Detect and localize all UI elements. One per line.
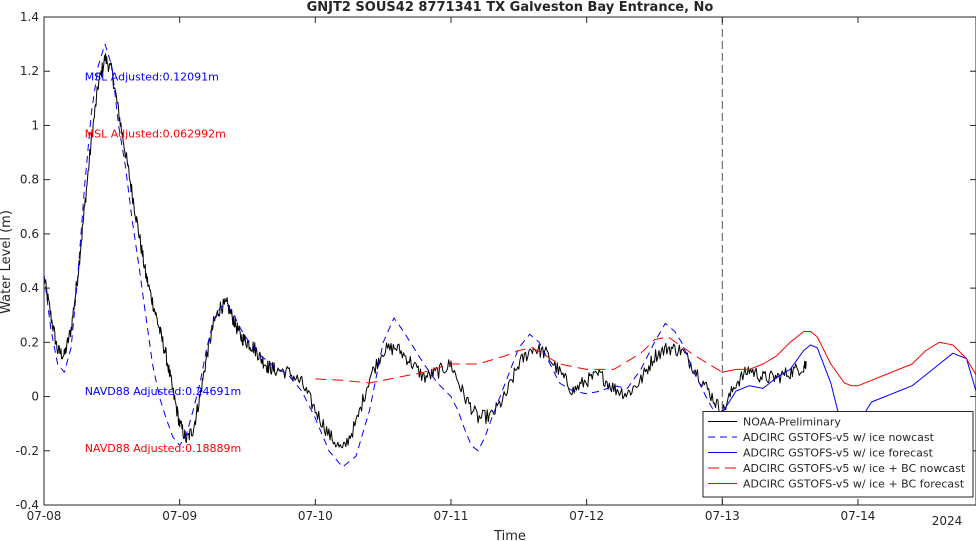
chart-title: GNJT2 SOUS42 8771341 TX Galveston Bay En… bbox=[307, 0, 714, 15]
y-tick-label: 0.8 bbox=[20, 173, 39, 187]
legend-label: ADCIRC GSTOFS-v5 w/ ice forecast bbox=[743, 447, 934, 460]
x-tick-label: 07-08 bbox=[27, 509, 62, 523]
y-tick-label: 0.6 bbox=[20, 227, 39, 241]
legend-label: NOAA-Preliminary bbox=[743, 416, 841, 429]
annotation-label: NAVD88 Adjusted:0.24691m bbox=[85, 385, 242, 398]
plot-frame bbox=[43, 16, 976, 506]
x-axis-label: Time bbox=[493, 529, 526, 541]
x-tick-label: 07-10 bbox=[298, 509, 333, 523]
y-tick-label: -0.2 bbox=[16, 444, 39, 458]
x-tick-label: 07-14 bbox=[841, 509, 876, 523]
series-line-1 bbox=[44, 43, 723, 468]
x-tick-label: 07-11 bbox=[434, 509, 469, 523]
y-tick-label: 1.2 bbox=[20, 64, 39, 78]
legend-label: ADCIRC GSTOFS-v5 w/ ice + BC forecast bbox=[743, 478, 965, 491]
year-label: 2024 bbox=[932, 514, 963, 528]
legend-label: ADCIRC GSTOFS-v5 w/ ice + BC nowcast bbox=[743, 462, 966, 475]
legend-label: ADCIRC GSTOFS-v5 w/ ice nowcast bbox=[743, 431, 935, 444]
legend-box bbox=[702, 411, 974, 498]
plot-area bbox=[44, 17, 976, 505]
annotation-label: MSL Adjusted:0.12091m bbox=[85, 71, 219, 84]
annotations: MSL Adjusted:0.12091m MSL Adjusted:0.0629… bbox=[85, 71, 242, 455]
legend: NOAA-Preliminary ADCIRC GSTOFS-v5 w/ ice … bbox=[702, 411, 974, 498]
y-tick-label: 0 bbox=[31, 390, 39, 404]
y-tick-label: -0.4 bbox=[16, 498, 39, 512]
series-line-0 bbox=[44, 53, 807, 449]
y-tick-label: 0.2 bbox=[20, 335, 39, 349]
series-line-3 bbox=[315, 336, 723, 384]
x-tick-label: 07-13 bbox=[705, 509, 740, 523]
x-tick-label: 07-12 bbox=[569, 509, 604, 523]
x-tick-label: 07-09 bbox=[162, 509, 197, 523]
y-axis-label: Water Level (m) bbox=[0, 210, 14, 314]
annotation-label: MSL Adjusted:0.062992m bbox=[85, 128, 226, 141]
axes: -0.4 -0.2 0 0.2 0.4 0.6 0.8 1 1.2 1.4 07-08 07-09 07… bbox=[16, 10, 976, 523]
y-tick-label: 0.4 bbox=[20, 281, 39, 295]
y-tick-label: 1 bbox=[31, 118, 39, 132]
series-line-4 bbox=[722, 331, 976, 387]
annotation-label: NAVD88 Adjusted:0.18889m bbox=[85, 442, 242, 455]
y-tick-label: 1.4 bbox=[20, 10, 39, 24]
